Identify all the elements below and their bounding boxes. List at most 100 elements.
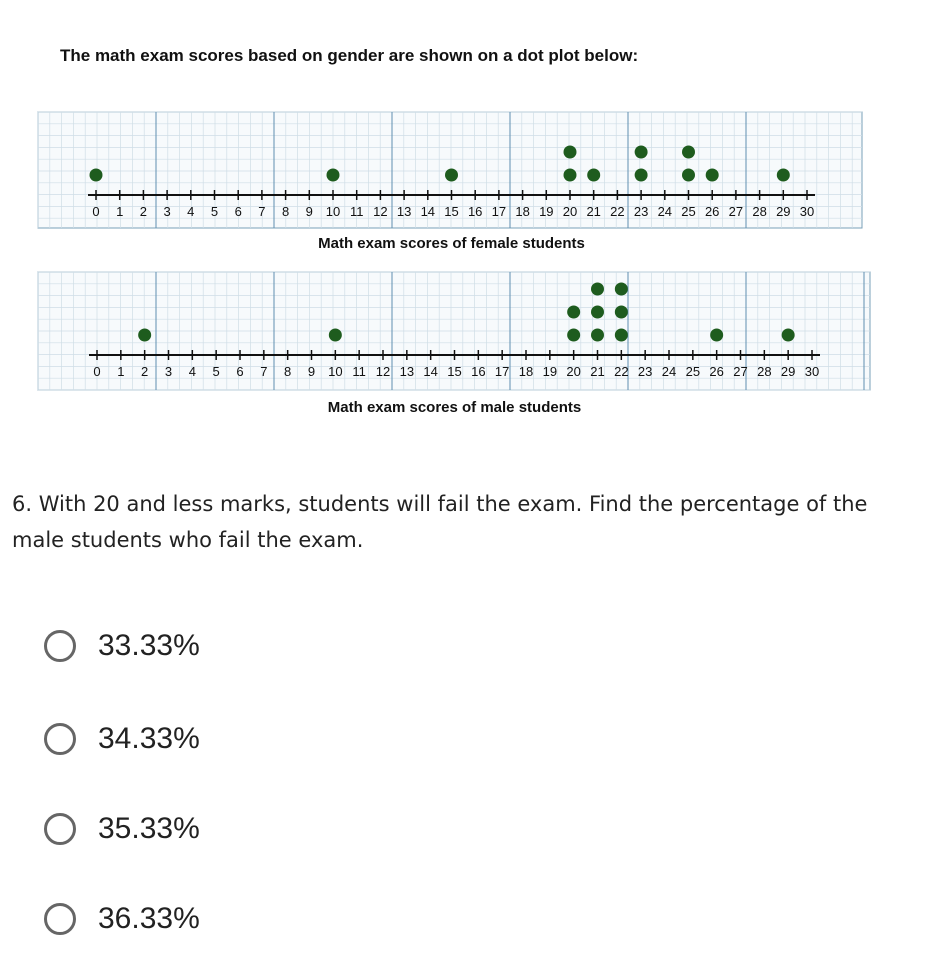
tick-label: 2: [141, 364, 148, 379]
tick-label: 30: [805, 364, 819, 379]
tick-label: 23: [634, 204, 648, 219]
data-dot: [591, 282, 604, 296]
data-dot: [682, 145, 695, 159]
option-label: 36.33%: [98, 902, 200, 935]
male-dot-plot: 0 1 2 3 4 5 6 7 8 9 10 11 12 13 14 15 16 17 18 19 20 21 22 23 24…: [37, 271, 871, 416]
tick-label: 24: [662, 364, 676, 379]
data-dot: [710, 328, 724, 342]
tick-label: 29: [776, 204, 790, 219]
option-1[interactable]: 33.33%: [44, 629, 200, 663]
data-dot: [563, 168, 577, 182]
female-dot-plot: 0 1 2 3 4 5 6 7 8 9 10 11 12 13 14 15 16 17 18 19 20 21 22 23 24…: [37, 111, 863, 252]
tick-label: 1: [116, 204, 123, 219]
tick-label: 5: [213, 364, 220, 379]
radio-button[interactable]: [44, 630, 76, 662]
tick-label: 26: [709, 364, 723, 379]
tick-label: 27: [729, 204, 743, 219]
tick-label: 18: [515, 204, 529, 219]
data-dot: [591, 328, 604, 342]
tick-label: 25: [681, 204, 695, 219]
tick-label: 24: [658, 204, 672, 219]
tick-label: 15: [444, 204, 458, 219]
tick-label: 5: [211, 204, 218, 219]
tick-label: 13: [397, 204, 411, 219]
tick-label: 0: [92, 204, 99, 219]
data-dot: [591, 305, 604, 319]
data-dot: [138, 328, 152, 342]
data-dot: [781, 328, 795, 342]
tick-label: 16: [471, 364, 485, 379]
tick-label: 12: [373, 204, 387, 219]
data-dot: [445, 168, 458, 182]
tick-label: 19: [539, 204, 553, 219]
data-dot: [705, 168, 719, 182]
tick-label: 20: [566, 364, 580, 379]
tick-label: 27: [733, 364, 747, 379]
tick-label: 20: [563, 204, 577, 219]
tick-label: 17: [492, 204, 506, 219]
tick-label: 6: [235, 204, 242, 219]
option-4[interactable]: 36.33%: [44, 902, 200, 936]
tick-label: 0: [93, 364, 100, 379]
tick-label: 21: [590, 364, 604, 379]
tick-label: 28: [757, 364, 771, 379]
radio-button[interactable]: [44, 723, 76, 755]
tick-label: 9: [306, 204, 313, 219]
tick-label: 16: [468, 204, 482, 219]
data-dot: [567, 305, 581, 319]
tick-label: 21: [586, 204, 600, 219]
tick-label: 15: [447, 364, 461, 379]
data-dot: [634, 168, 648, 182]
data-dot: [587, 168, 601, 182]
tick-label: 4: [187, 204, 194, 219]
tick-label: 6: [236, 364, 243, 379]
tick-label: 11: [352, 364, 366, 379]
option-2[interactable]: 34.33%: [44, 722, 200, 756]
option-3[interactable]: 35.33%: [44, 812, 200, 846]
tick-label: 22: [610, 204, 624, 219]
tick-label: 9: [308, 364, 315, 379]
tick-label: 13: [400, 364, 414, 379]
chart-title: Math exam scores of male students: [328, 399, 581, 416]
tick-label: 3: [165, 364, 172, 379]
tick-label: 12: [376, 364, 390, 379]
data-dot: [326, 168, 340, 182]
data-dot: [563, 145, 577, 159]
radio-button[interactable]: [44, 903, 76, 935]
tick-label: 18: [519, 364, 533, 379]
tick-label: 14: [421, 204, 435, 219]
tick-label: 19: [543, 364, 557, 379]
data-dot: [328, 328, 342, 342]
tick-label: 7: [260, 364, 267, 379]
tick-label: 3: [163, 204, 170, 219]
option-label: 34.33%: [98, 722, 200, 755]
data-dot: [682, 168, 695, 182]
data-dot: [634, 145, 648, 159]
intro-text: The math exam scores based on gender are…: [60, 46, 639, 65]
tick-label: 10: [328, 364, 342, 379]
tick-label: 29: [781, 364, 795, 379]
tick-label: 30: [800, 204, 814, 219]
question-text: 6. With 20 and less marks, students will…: [12, 492, 868, 552]
tick-label: 8: [284, 364, 291, 379]
tick-label: 17: [495, 364, 509, 379]
data-dot: [89, 168, 103, 182]
data-dot: [614, 282, 628, 296]
tick-label: 4: [189, 364, 196, 379]
option-label: 35.33%: [98, 812, 200, 845]
tick-label: 11: [350, 204, 364, 219]
tick-label: 26: [705, 204, 719, 219]
data-dot: [567, 328, 581, 342]
tick-label: 25: [686, 364, 700, 379]
data-dot: [614, 305, 628, 319]
tick-label: 23: [638, 364, 652, 379]
tick-label: 8: [282, 204, 289, 219]
radio-button[interactable]: [44, 813, 76, 845]
tick-label: 28: [752, 204, 766, 219]
tick-label: 22: [614, 364, 628, 379]
chart-title: Math exam scores of female students: [318, 235, 585, 252]
option-label: 33.33%: [98, 629, 200, 662]
tick-label: 1: [117, 364, 124, 379]
data-dot: [776, 168, 790, 182]
data-dot: [614, 328, 628, 342]
